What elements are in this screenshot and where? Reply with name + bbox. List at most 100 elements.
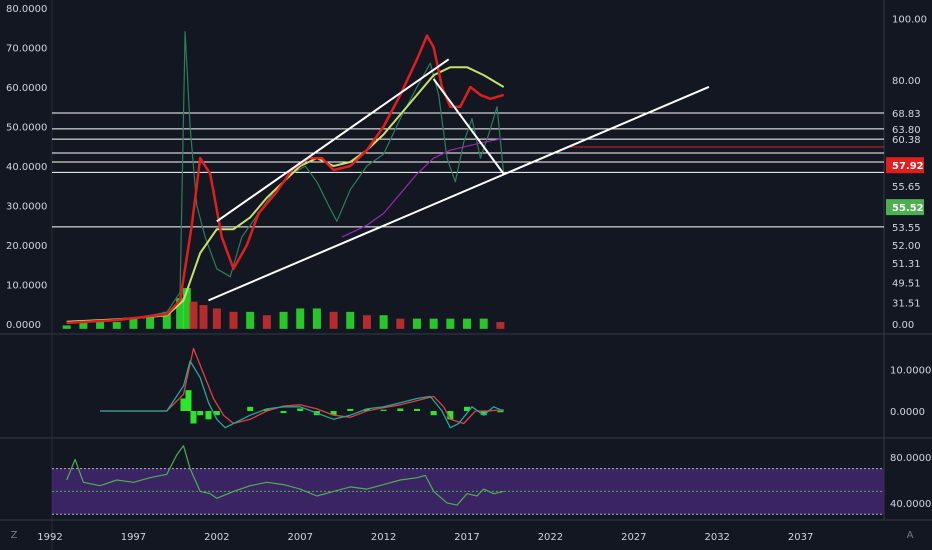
right-axis-tick-label: 55.65 [892, 182, 921, 193]
macd-histogram-bar [480, 411, 487, 416]
left-axis-tick-label: 40.0000 [6, 162, 47, 173]
volume-bar [62, 325, 71, 329]
macd-histogram-bar [363, 408, 370, 411]
macd-histogram-bar [197, 411, 204, 416]
macd-histogram-bar [213, 411, 220, 416]
x-axis-tick-label: 2012 [371, 532, 396, 543]
volume-bar [129, 318, 138, 329]
volume-bar [262, 315, 271, 329]
right-axis-tick-label: 0.00 [892, 320, 914, 331]
volume-bar [176, 298, 185, 329]
macd-histogram-bar [280, 411, 287, 414]
x-axis-tick-label: 2027 [621, 532, 646, 543]
left-axis-tick-label: 20.0000 [6, 241, 47, 252]
macd-histogram-bar [397, 408, 404, 411]
x-axis-tick-label: 2007 [287, 532, 312, 543]
volume-bar [199, 305, 208, 329]
volume-bar [312, 308, 321, 329]
right-axis-tick-label: 52.00 [892, 241, 921, 252]
auto-scale-icon[interactable]: A [906, 530, 914, 541]
trend-line [208, 86, 710, 302]
close-price-line [66, 31, 505, 324]
x-axis-tick-label: 2002 [204, 532, 229, 543]
left-axis-tick-label: 80.0000 [6, 4, 47, 15]
volume-bar [189, 301, 198, 329]
volume-bar [396, 318, 405, 329]
macd-histogram-bar [380, 409, 387, 411]
macd-axis-tick-label: 0.0000 [890, 407, 925, 418]
ma-purple-line [341, 137, 504, 238]
zoom-icon[interactable]: Z [10, 530, 18, 541]
x-axis-tick-label: 1997 [121, 532, 146, 543]
volume-bar [429, 318, 438, 329]
volume-bar [479, 318, 488, 329]
right-axis-tick-label: 49.51 [892, 279, 921, 290]
volume-bar [246, 311, 255, 329]
macd-histogram-bar [497, 411, 504, 413]
right-axis-tick-label: 63.80 [892, 125, 921, 136]
macd-signal-line [100, 347, 504, 425]
trend-line [216, 58, 450, 223]
right-axis-tick-label: 80.00 [892, 76, 921, 87]
volume-bar [329, 311, 338, 329]
price-badge-label: 55.52 [892, 203, 924, 214]
volume-bar [112, 322, 121, 329]
rsi-line [66, 445, 504, 506]
macd-histogram-bar [205, 411, 212, 420]
volume-bar [182, 288, 191, 329]
volume-bar [463, 318, 472, 329]
macd-histogram-bar [330, 411, 337, 416]
x-axis-tick-label: 2032 [704, 532, 729, 543]
macd-histogram-bar [247, 406, 254, 411]
volume-bar [279, 311, 288, 329]
macd-line [100, 360, 504, 429]
right-axis-tick-label: 68.83 [892, 109, 921, 120]
volume-bar [96, 322, 105, 329]
macd-axis-tick-label: 10.0000 [890, 365, 931, 376]
x-axis-tick-label: 2022 [538, 532, 563, 543]
macd-histogram-bar [464, 406, 471, 411]
trend-line [432, 78, 505, 175]
macd-histogram-bar [447, 411, 454, 420]
left-axis-tick-label: 50.0000 [6, 122, 47, 133]
macd-histogram-bar [413, 408, 420, 411]
macd-histogram-bar [180, 398, 187, 411]
volume-bar [446, 318, 455, 329]
macd-histogram-bar [347, 408, 354, 411]
volume-bar [412, 318, 421, 329]
x-axis-tick-label: 2017 [454, 532, 479, 543]
left-axis-tick-label: 60.0000 [6, 83, 47, 94]
left-axis-tick-label: 70.0000 [6, 43, 47, 54]
volume-bar [229, 311, 238, 329]
price-badge [886, 157, 924, 174]
volume-bar [146, 315, 155, 329]
left-axis-tick-label: 30.0000 [6, 202, 47, 213]
macd-histogram-bar [185, 390, 192, 411]
volume-bar [79, 322, 88, 329]
volume-bar [162, 311, 171, 329]
volume-bar [296, 308, 305, 329]
left-axis-tick-label: 10.0000 [6, 281, 47, 292]
rsi-axis-tick-label: 80.0000 [890, 453, 931, 464]
volume-bar [346, 311, 355, 329]
volume-bar [212, 308, 221, 329]
volume-bar [496, 322, 505, 329]
macd-histogram-bar [297, 408, 304, 411]
right-axis-tick-label: 53.55 [892, 223, 921, 234]
right-axis-tick-label: 100.00 [892, 15, 927, 26]
left-axis-tick-label: 0.0000 [6, 320, 41, 331]
price-badge-label: 57.92 [892, 161, 924, 172]
macd-histogram-bar [190, 411, 197, 424]
rsi-axis-tick-label: 40.0000 [890, 499, 931, 510]
macd-histogram-bar [430, 411, 437, 416]
macd-histogram-bar [263, 408, 270, 411]
right-axis-tick-label: 51.31 [892, 259, 921, 270]
right-axis-tick-label: 31.51 [892, 298, 921, 309]
right-axis-tick-label: 60.38 [892, 135, 921, 146]
volume-bar [379, 315, 388, 329]
x-axis-tick-label: 2037 [788, 532, 813, 543]
ma-red-line [66, 34, 505, 325]
volume-bar [362, 315, 371, 329]
